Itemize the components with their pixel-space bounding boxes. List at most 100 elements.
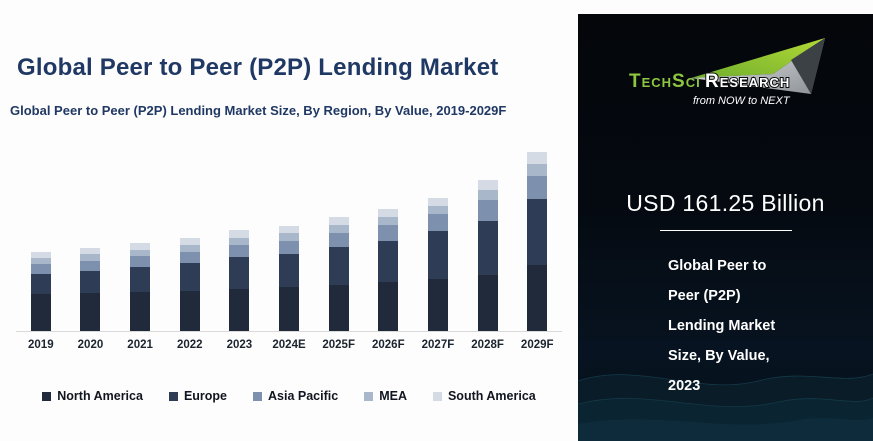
legend-swatch [364,391,374,401]
segment-asia-pacific [279,240,300,254]
segment-mea [229,237,250,245]
bar-column-2020 [66,248,116,331]
bar-column-2024E [264,226,314,331]
x-tick-2028F: 2028F [471,339,504,351]
wave-pattern-decoration [578,373,873,441]
x-tick-2029F: 2029F [520,339,554,351]
legend-label: South America [447,389,536,403]
segment-europe [30,273,51,295]
segment-europe [378,240,399,283]
divider-line [659,230,792,231]
market-value-highlight: USD 161.25 Billion [626,190,825,216]
bar-column-2023 [215,230,265,331]
caption-line: Peer (P2P) [668,288,741,304]
segment-south-america [328,217,349,226]
segment-north-america [30,294,51,331]
segment-north-america [427,279,448,331]
segment-south-america [279,226,300,234]
stacked-bar-2020 [80,248,101,331]
segment-asia-pacific [477,200,498,221]
segment-south-america [527,151,548,165]
legend-label: Asia Pacific [268,389,339,403]
segment-north-america [80,293,101,331]
segment-asia-pacific [179,251,200,264]
bar-column-2022 [165,238,215,331]
bar-column-2028F [463,179,513,331]
legend-label: MEA [379,389,407,403]
logo-tagline: from NOW to NEXT [693,95,791,107]
segment-europe [527,198,548,265]
x-axis: 2019 2020 2021 2022 2023 2024E 2025F 2026F 2027F… [16,332,562,351]
segment-asia-pacific [229,244,250,258]
segment-europe [427,231,448,280]
caption-line: 2023 [668,378,701,394]
stacked-bar-2021 [130,243,151,331]
segment-south-america [427,197,448,206]
plot-area [16,145,562,332]
caption-line: Lending Market [668,318,776,334]
segment-south-america [179,238,200,246]
bar-column-2019 [16,251,66,331]
segment-asia-pacific [80,260,101,271]
segment-asia-pacific [378,225,399,241]
segment-europe [229,257,250,289]
logo-text-research: Research [705,71,790,92]
segment-europe [179,263,200,291]
page-title: Global Peer to Peer (P2P) Lending Market [17,54,499,81]
bar-column-2027F [413,197,463,331]
segment-europe [328,246,349,285]
segment-north-america [527,264,548,331]
segment-mea [179,245,200,252]
caption-line: Size, By Value, [668,348,770,364]
segment-asia-pacific [30,264,51,274]
segment-europe [80,270,101,293]
legend-item-north-america: North America [42,389,143,403]
segment-europe [130,266,151,292]
x-tick-2025F: 2025F [322,339,355,351]
x-tick-2020: 2020 [77,339,104,351]
x-tick-2021: 2021 [127,339,153,351]
legend-swatch [168,391,178,401]
segment-north-america [229,288,250,331]
legend-item-asia-pacific: Asia Pacific [253,389,338,403]
legend-swatch [432,391,442,401]
segment-north-america [279,287,300,331]
segment-asia-pacific [427,213,448,232]
sidebar: TechSci Research from NOW to NEXT USD 16… [578,14,873,441]
segment-asia-pacific [527,175,548,199]
caption-line: Global Peer to [668,258,767,274]
market-value-caption: Global Peer to Peer (P2P) Lending Market… [668,251,775,401]
segment-south-america [477,179,498,191]
legend-item-south-america: South America [432,389,536,403]
segment-south-america [80,248,101,255]
segment-north-america [179,290,200,331]
segment-europe [279,253,300,288]
x-tick-2022: 2022 [176,339,203,351]
techsci-research-logo: TechSci Research from NOW to NEXT [629,38,825,107]
segment-asia-pacific [328,232,349,247]
logo-arrow-silver [690,38,825,94]
chart-subtitle: Global Peer to Peer (P2P) Lending Market… [10,103,507,118]
x-tick-2023: 2023 [226,339,253,351]
segment-south-america [30,251,51,259]
bar-column-2021 [115,243,165,331]
logo-arrow-shadow [790,38,825,94]
legend-swatch [42,391,52,401]
stacked-bar-2026F [378,209,399,331]
segment-mea [477,190,498,201]
legend-label: North America [57,389,143,403]
segment-mea [328,225,349,233]
bar-column-2025F [314,217,364,331]
bar-column-2026F [363,209,413,331]
stacked-bar-2029F [527,151,548,331]
segment-asia-pacific [130,256,151,267]
stacked-bar-2027F [427,197,448,331]
segment-north-america [130,291,151,331]
stacked-bar-2023 [229,230,250,331]
segment-mea [527,164,548,176]
segment-south-america [229,230,250,238]
segment-north-america [328,284,349,331]
segment-mea [427,205,448,214]
bar-column-2029F [512,151,562,331]
